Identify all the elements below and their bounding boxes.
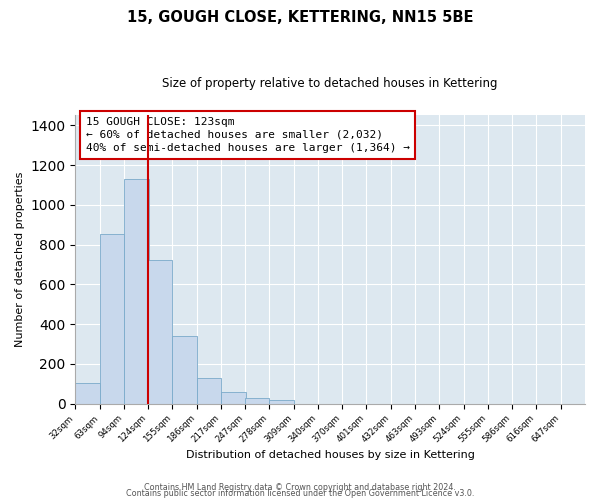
Y-axis label: Number of detached properties: Number of detached properties [15,172,25,347]
Text: Contains public sector information licensed under the Open Government Licence v3: Contains public sector information licen… [126,490,474,498]
X-axis label: Distribution of detached houses by size in Kettering: Distribution of detached houses by size … [186,450,475,460]
Bar [148,260,172,404]
Text: Contains HM Land Registry data © Crown copyright and database right 2024.: Contains HM Land Registry data © Crown c… [144,484,456,492]
Bar [221,392,246,404]
Bar [172,336,197,404]
Text: 15, GOUGH CLOSE, KETTERING, NN15 5BE: 15, GOUGH CLOSE, KETTERING, NN15 5BE [127,10,473,25]
Bar [124,179,149,404]
Bar [76,383,100,404]
Bar [245,398,269,404]
Text: 15 GOUGH CLOSE: 123sqm
← 60% of detached houses are smaller (2,032)
40% of semi-: 15 GOUGH CLOSE: 123sqm ← 60% of detached… [86,116,410,153]
Title: Size of property relative to detached houses in Kettering: Size of property relative to detached ho… [163,78,498,90]
Bar [269,400,294,404]
Bar [100,234,124,404]
Bar [197,378,221,404]
